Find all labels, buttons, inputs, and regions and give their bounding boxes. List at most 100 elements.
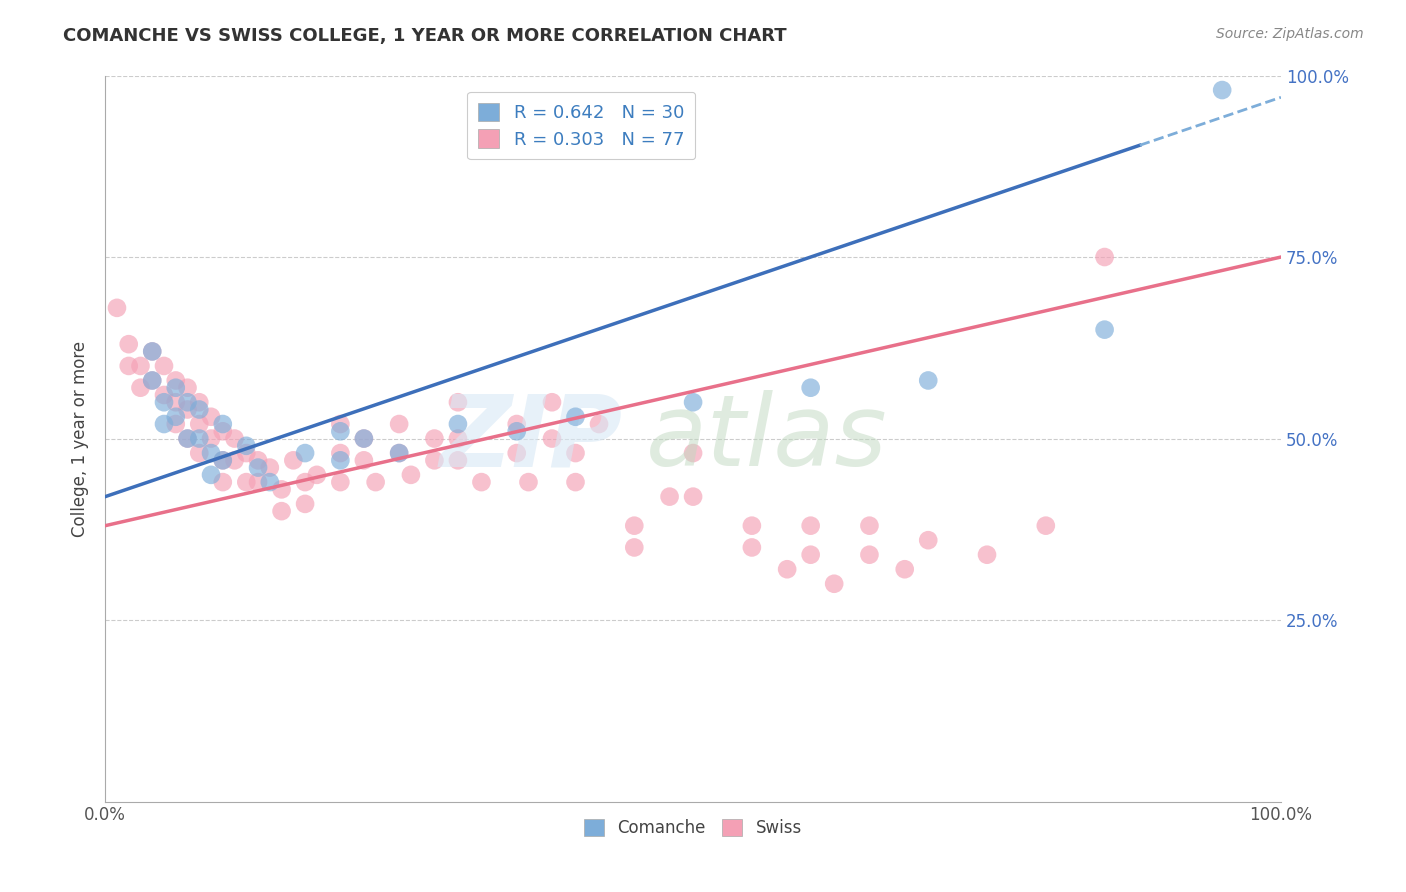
Point — [141, 374, 163, 388]
Point — [211, 425, 233, 439]
Text: atlas: atlas — [645, 390, 887, 487]
Point — [165, 409, 187, 424]
Point — [800, 548, 823, 562]
Point — [329, 446, 352, 460]
Point — [364, 475, 387, 489]
Point — [188, 417, 211, 431]
Point — [153, 417, 176, 431]
Point — [165, 374, 187, 388]
Point — [118, 337, 141, 351]
Point — [153, 388, 176, 402]
Point — [176, 395, 198, 409]
Point — [506, 446, 529, 460]
Point — [388, 417, 411, 431]
Point — [329, 417, 352, 431]
Point — [224, 432, 246, 446]
Point — [235, 439, 257, 453]
Point — [541, 432, 564, 446]
Point — [294, 446, 316, 460]
Point — [741, 541, 763, 555]
Point — [623, 541, 645, 555]
Point — [1094, 323, 1116, 337]
Point — [211, 475, 233, 489]
Point — [200, 446, 222, 460]
Point — [353, 453, 375, 467]
Point — [682, 446, 704, 460]
Point — [329, 475, 352, 489]
Point — [588, 417, 610, 431]
Point — [423, 432, 446, 446]
Point — [329, 453, 352, 467]
Point — [353, 432, 375, 446]
Point — [776, 562, 799, 576]
Point — [176, 432, 198, 446]
Point — [329, 425, 352, 439]
Point — [200, 467, 222, 482]
Point — [294, 497, 316, 511]
Point — [105, 301, 128, 315]
Text: ZIP: ZIP — [440, 390, 623, 487]
Point — [399, 467, 422, 482]
Point — [741, 518, 763, 533]
Point — [506, 425, 529, 439]
Point — [658, 490, 681, 504]
Point — [1211, 83, 1233, 97]
Point — [224, 453, 246, 467]
Point — [176, 402, 198, 417]
Point — [858, 548, 880, 562]
Point — [129, 381, 152, 395]
Point — [118, 359, 141, 373]
Point — [917, 374, 939, 388]
Point — [283, 453, 305, 467]
Point — [447, 432, 470, 446]
Point — [388, 446, 411, 460]
Point — [506, 417, 529, 431]
Point — [564, 446, 586, 460]
Point — [893, 562, 915, 576]
Point — [259, 475, 281, 489]
Point — [388, 446, 411, 460]
Point — [447, 453, 470, 467]
Point — [858, 518, 880, 533]
Point — [247, 460, 270, 475]
Point — [188, 432, 211, 446]
Point — [211, 453, 233, 467]
Point — [165, 395, 187, 409]
Point — [976, 548, 998, 562]
Point — [517, 475, 540, 489]
Point — [141, 344, 163, 359]
Point — [470, 475, 492, 489]
Point — [1094, 250, 1116, 264]
Point — [235, 446, 257, 460]
Point — [188, 395, 211, 409]
Text: COMANCHE VS SWISS COLLEGE, 1 YEAR OR MORE CORRELATION CHART: COMANCHE VS SWISS COLLEGE, 1 YEAR OR MOR… — [63, 27, 787, 45]
Point — [1035, 518, 1057, 533]
Point — [541, 395, 564, 409]
Y-axis label: College, 1 year or more: College, 1 year or more — [72, 341, 89, 537]
Point — [623, 518, 645, 533]
Point — [294, 475, 316, 489]
Point — [188, 446, 211, 460]
Point — [259, 460, 281, 475]
Point — [141, 344, 163, 359]
Point — [353, 432, 375, 446]
Point — [165, 381, 187, 395]
Point — [247, 453, 270, 467]
Legend: Comanche, Swiss: Comanche, Swiss — [578, 813, 808, 844]
Point — [200, 432, 222, 446]
Point — [447, 395, 470, 409]
Point — [141, 374, 163, 388]
Point — [129, 359, 152, 373]
Point — [564, 409, 586, 424]
Text: Source: ZipAtlas.com: Source: ZipAtlas.com — [1216, 27, 1364, 41]
Point — [823, 576, 845, 591]
Point — [270, 504, 292, 518]
Point — [165, 417, 187, 431]
Point — [423, 453, 446, 467]
Point — [800, 518, 823, 533]
Point — [800, 381, 823, 395]
Point — [211, 417, 233, 431]
Point — [176, 432, 198, 446]
Point — [211, 453, 233, 467]
Point — [564, 475, 586, 489]
